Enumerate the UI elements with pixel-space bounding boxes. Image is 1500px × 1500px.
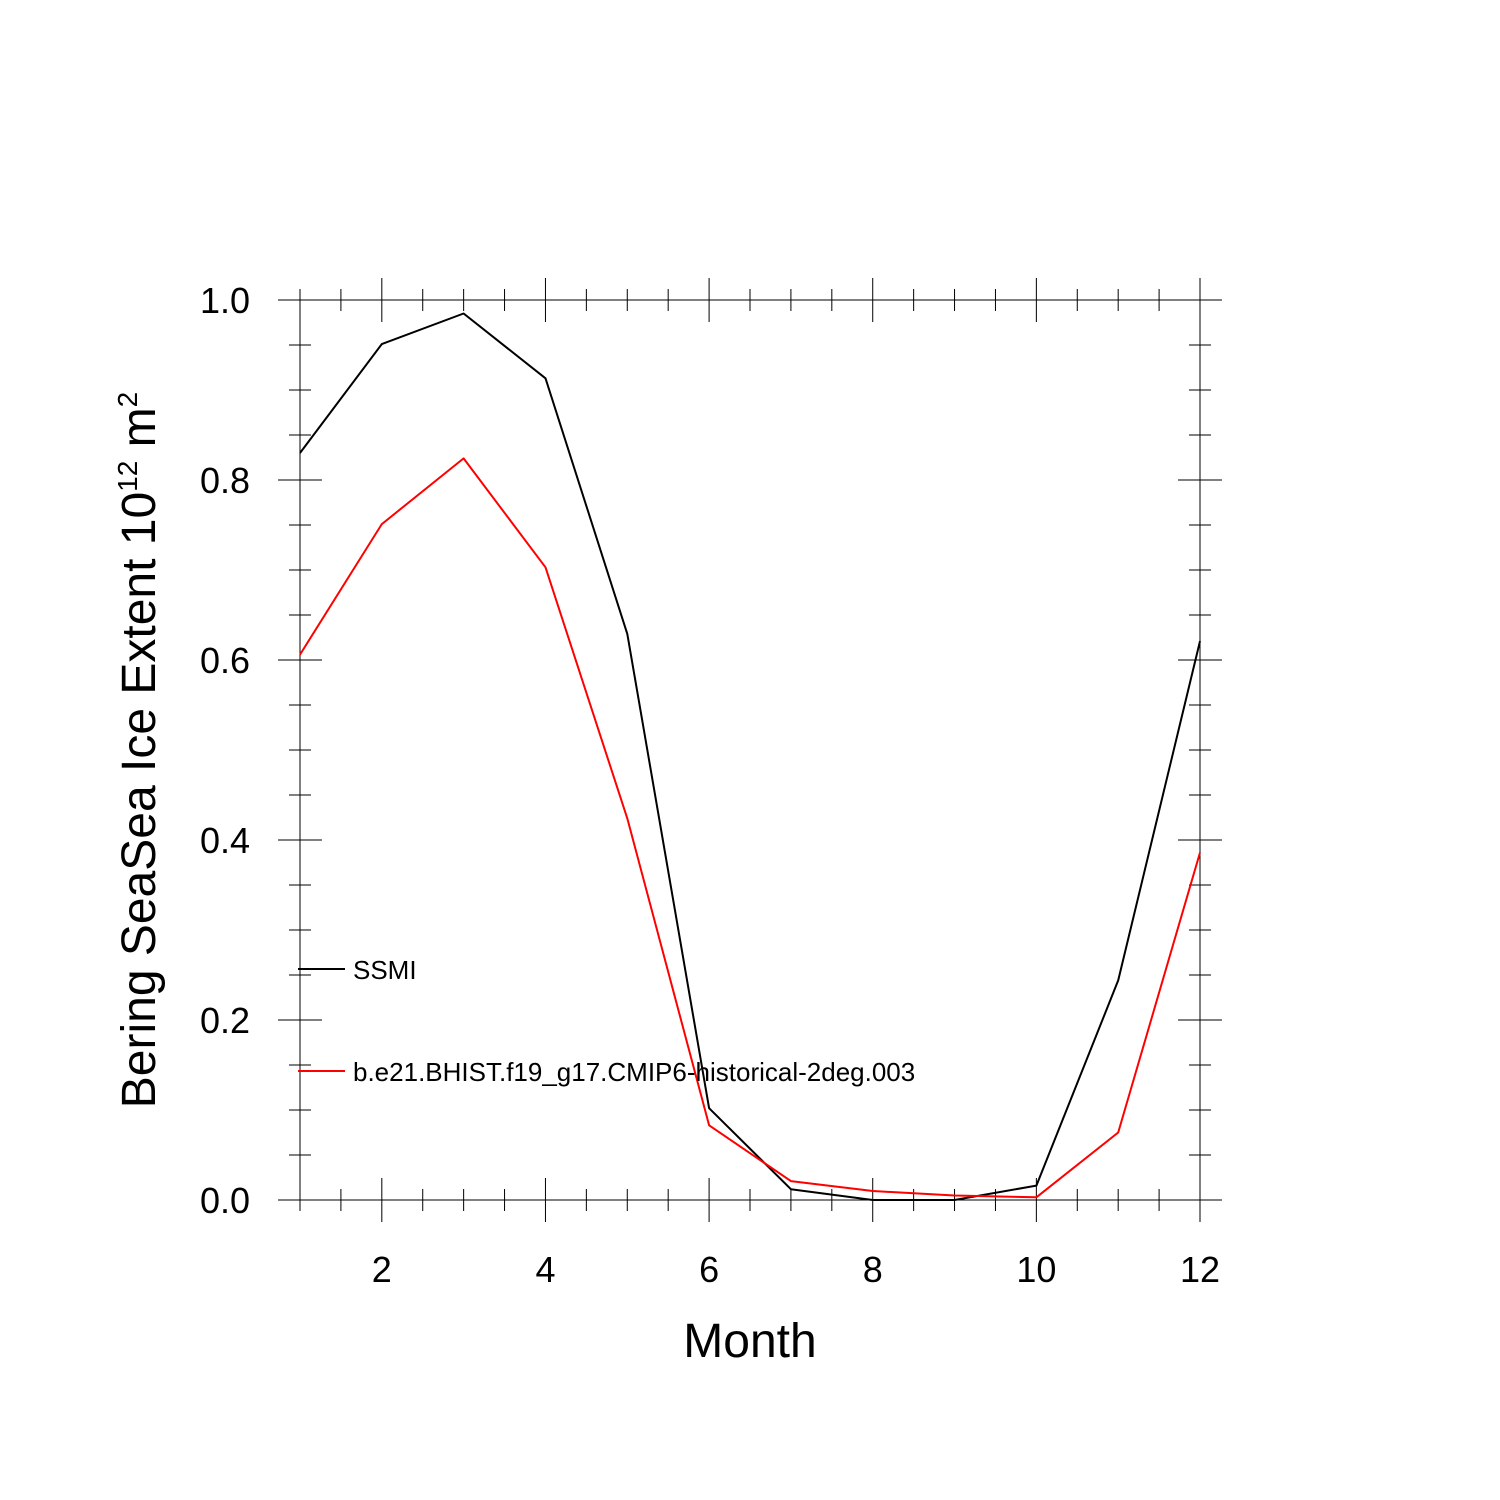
y-axis-title: Bering SeaSea Ice Extent 1012 m2 <box>112 392 166 1108</box>
x-tick-label: 10 <box>1016 1249 1056 1290</box>
y-tick-label: 0.8 <box>200 460 250 501</box>
legend-label: SSMI <box>353 955 417 985</box>
y-axis-title-unit-exponent: 2 <box>112 392 143 408</box>
y-tick-label: 0.6 <box>200 640 250 681</box>
x-axis-title: Month <box>683 1315 816 1368</box>
legend-label: b.e21.BHIST.f19_g17.CMIP6-historical-2de… <box>353 1057 915 1087</box>
tick-labels: 2 4 6 8 10 12 0.0 0.2 0.4 0.6 0.8 1.0 <box>200 280 1220 1290</box>
y-tick-label: 1.0 <box>200 280 250 321</box>
y-tick-label: 0.4 <box>200 820 250 861</box>
series-lines <box>299 312 1201 1201</box>
y-tick-label: 0.2 <box>200 1000 250 1041</box>
x-tick-label: 4 <box>535 1249 555 1290</box>
y-axis-title-unit: m <box>113 407 166 460</box>
y-axis-title-main: Bering SeaSea Ice Extent 10 <box>113 492 166 1108</box>
x-tick-label: 12 <box>1180 1249 1220 1290</box>
x-tick-label: 6 <box>699 1249 719 1290</box>
y-tick-label: 0.0 <box>200 1180 250 1221</box>
plot-frame <box>299 299 1201 1201</box>
series-line-1 <box>299 312 1201 1201</box>
x-tick-label: 2 <box>372 1249 392 1290</box>
series-line-2 <box>299 457 1201 1199</box>
legend: SSMI b.e21.BHIST.f19_g17.CMIP6-historical… <box>298 955 915 1087</box>
y-axis-title-exponent: 12 <box>112 461 143 492</box>
x-tick-label: 8 <box>863 1249 883 1290</box>
